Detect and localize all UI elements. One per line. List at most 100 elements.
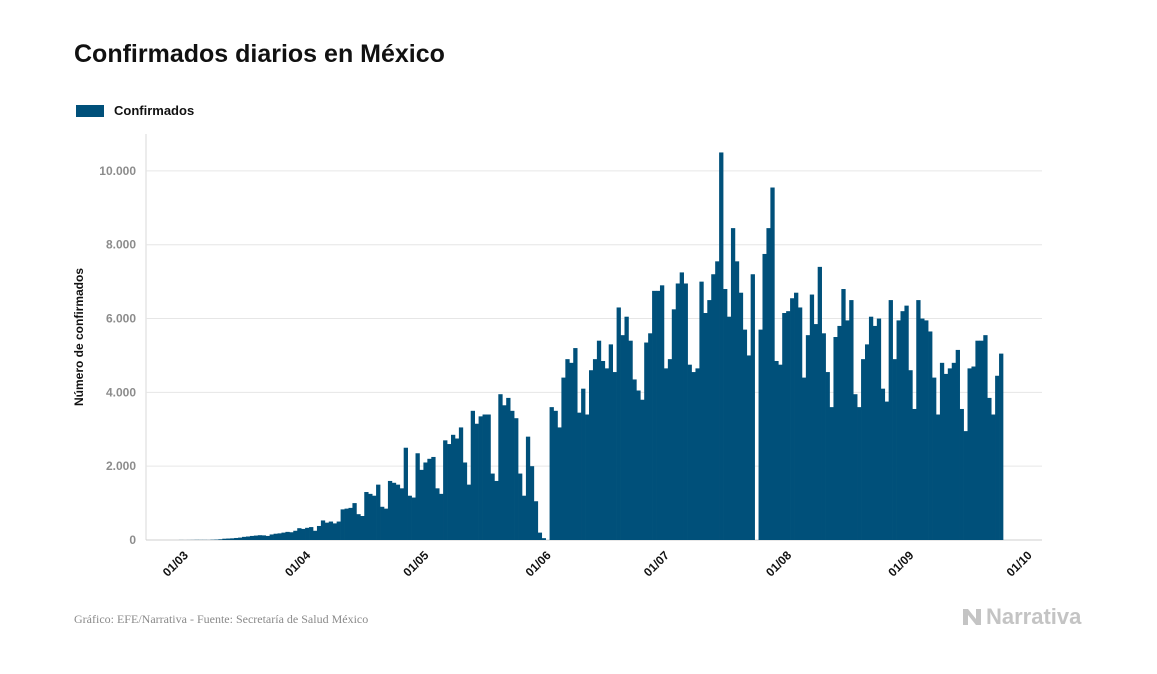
bar [801,377,807,540]
y-tick-label: 10.000 [99,164,136,178]
bar [419,469,424,540]
bar [281,532,286,540]
bar [695,368,700,540]
bar [242,536,247,540]
bar [454,438,460,540]
bar [880,388,886,540]
y-tick-label: 6.000 [106,312,136,326]
bar [431,456,436,540]
bar [999,353,1004,540]
y-tick-label: 8.000 [106,238,136,252]
bar [387,480,393,540]
bar [935,414,941,540]
bar [261,535,267,540]
bar [975,340,980,540]
bar [648,333,653,540]
bar [573,348,578,540]
bar [865,344,870,540]
bar [620,335,625,540]
bar [356,514,361,540]
bar [399,488,405,540]
bar [320,520,326,540]
bar [589,370,594,540]
bar [518,473,523,540]
bar [963,431,968,540]
bar [912,408,917,540]
bar [742,329,748,540]
bar [983,335,988,540]
bar [943,373,949,540]
bar [451,434,456,540]
bar [746,355,752,540]
bar [656,290,661,540]
bar [466,484,472,540]
y-tick-label: 4.000 [106,385,136,399]
bar [596,340,602,540]
bar [888,300,893,540]
bar [249,535,255,540]
bar [845,320,850,540]
bar [924,320,929,540]
bar [439,493,444,540]
bar [987,397,992,540]
bar [659,285,665,540]
bar [920,318,925,540]
bar [305,527,310,540]
bar [691,372,696,540]
bar [797,307,803,540]
bar [916,300,921,540]
y-axis-label: Número de confirmados [72,268,86,406]
legend-label: Confirmados [114,103,195,118]
bar [817,266,822,540]
bar [257,535,263,540]
bar [955,349,960,540]
bar [253,535,259,540]
bar [222,538,227,540]
bar [600,360,606,540]
bar [490,473,495,540]
bar [537,532,543,540]
source-note: Gráfico: EFE/Narrativa - Fuente: Secreta… [74,612,369,626]
bar [837,325,842,540]
bar [853,394,858,540]
bar [364,492,369,540]
bar [991,414,996,540]
bar [423,462,428,540]
bar [872,325,878,540]
bar [908,370,913,540]
bar [269,534,274,540]
bar [786,311,791,540]
bar [766,228,771,541]
bar [316,525,322,540]
bar [332,523,338,540]
bar [585,414,590,540]
bar [782,313,787,540]
bar [435,488,440,540]
bar [577,412,582,540]
bar [352,503,357,540]
bar [861,359,866,540]
bar [348,507,353,540]
bar [474,423,479,540]
bar [407,495,412,540]
bar [790,298,795,540]
bar [876,318,882,540]
y-tick-label: 2.000 [106,459,136,473]
bar [652,290,657,540]
bar [360,516,365,540]
bar [825,372,830,540]
bar [458,427,464,540]
bar [813,324,819,540]
y-tick-labels: 0 2.000 4.000 6.000 8.000 10.000 [99,164,136,547]
bar [395,484,401,540]
bar [971,366,976,540]
bar [569,362,574,540]
bar [581,388,586,540]
bar [506,397,511,540]
bar [616,307,621,540]
bar [376,484,381,540]
bar [644,342,649,540]
bar [541,538,546,540]
bar [380,506,385,540]
